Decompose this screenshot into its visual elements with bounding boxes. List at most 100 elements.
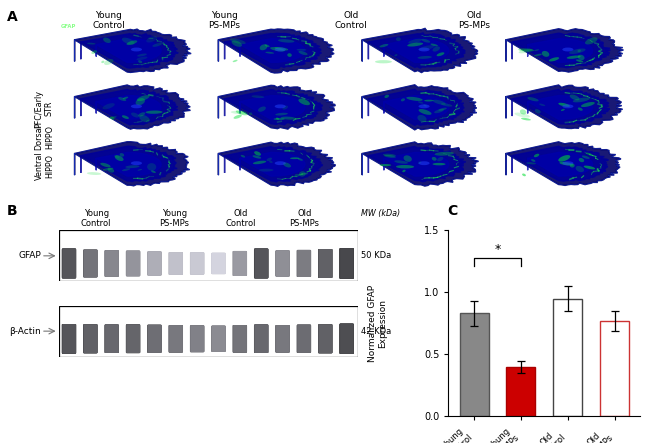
Text: Old
Control: Old Control — [226, 209, 255, 229]
FancyBboxPatch shape — [190, 253, 204, 274]
Ellipse shape — [432, 163, 445, 165]
FancyBboxPatch shape — [340, 324, 354, 354]
FancyBboxPatch shape — [190, 326, 204, 352]
FancyBboxPatch shape — [62, 324, 76, 354]
Ellipse shape — [146, 110, 162, 114]
Ellipse shape — [258, 106, 266, 112]
FancyBboxPatch shape — [318, 324, 332, 353]
FancyBboxPatch shape — [339, 324, 353, 354]
Ellipse shape — [233, 115, 242, 119]
FancyBboxPatch shape — [84, 250, 98, 277]
Polygon shape — [369, 33, 465, 68]
FancyBboxPatch shape — [297, 250, 311, 277]
FancyBboxPatch shape — [276, 251, 289, 276]
FancyBboxPatch shape — [297, 325, 311, 353]
FancyBboxPatch shape — [340, 324, 354, 354]
Ellipse shape — [122, 38, 135, 45]
FancyBboxPatch shape — [340, 248, 354, 279]
FancyBboxPatch shape — [62, 249, 76, 278]
FancyBboxPatch shape — [84, 324, 98, 353]
Ellipse shape — [122, 115, 129, 119]
FancyBboxPatch shape — [105, 325, 119, 353]
Ellipse shape — [384, 155, 396, 158]
FancyBboxPatch shape — [211, 253, 225, 274]
Ellipse shape — [573, 97, 590, 102]
FancyBboxPatch shape — [276, 325, 289, 353]
FancyBboxPatch shape — [105, 250, 118, 276]
FancyBboxPatch shape — [340, 324, 354, 354]
FancyBboxPatch shape — [298, 325, 311, 353]
FancyBboxPatch shape — [148, 252, 161, 275]
Polygon shape — [75, 29, 191, 72]
FancyBboxPatch shape — [318, 249, 332, 278]
Text: β-Actin: β-Actin — [9, 326, 41, 336]
FancyBboxPatch shape — [255, 325, 268, 353]
Ellipse shape — [254, 151, 261, 156]
FancyBboxPatch shape — [169, 325, 183, 353]
FancyBboxPatch shape — [169, 252, 183, 275]
FancyBboxPatch shape — [105, 250, 119, 276]
Ellipse shape — [283, 105, 288, 109]
Ellipse shape — [418, 161, 421, 164]
FancyBboxPatch shape — [318, 249, 332, 278]
FancyBboxPatch shape — [297, 325, 311, 353]
FancyBboxPatch shape — [190, 326, 204, 352]
Ellipse shape — [569, 94, 580, 101]
FancyBboxPatch shape — [276, 251, 289, 276]
FancyBboxPatch shape — [148, 325, 161, 353]
Polygon shape — [225, 33, 322, 69]
Ellipse shape — [123, 97, 128, 99]
Ellipse shape — [252, 95, 265, 98]
Ellipse shape — [585, 37, 597, 44]
FancyBboxPatch shape — [318, 324, 332, 353]
FancyBboxPatch shape — [169, 252, 183, 275]
Ellipse shape — [240, 155, 245, 158]
FancyBboxPatch shape — [84, 250, 98, 277]
Ellipse shape — [266, 158, 272, 161]
Ellipse shape — [259, 169, 274, 171]
FancyBboxPatch shape — [126, 325, 140, 353]
Ellipse shape — [423, 105, 427, 107]
FancyBboxPatch shape — [297, 325, 311, 353]
FancyBboxPatch shape — [126, 251, 140, 276]
Ellipse shape — [274, 118, 285, 120]
FancyBboxPatch shape — [190, 326, 204, 352]
FancyBboxPatch shape — [298, 250, 311, 277]
FancyBboxPatch shape — [254, 325, 268, 353]
FancyBboxPatch shape — [83, 250, 98, 277]
FancyBboxPatch shape — [233, 251, 246, 276]
FancyBboxPatch shape — [340, 248, 354, 279]
FancyBboxPatch shape — [168, 252, 182, 275]
FancyBboxPatch shape — [83, 324, 98, 353]
Ellipse shape — [433, 100, 446, 105]
FancyBboxPatch shape — [233, 325, 247, 353]
FancyBboxPatch shape — [318, 249, 332, 278]
FancyBboxPatch shape — [126, 325, 140, 353]
FancyBboxPatch shape — [105, 325, 118, 353]
Ellipse shape — [152, 43, 162, 47]
FancyBboxPatch shape — [233, 325, 247, 353]
Polygon shape — [240, 152, 305, 176]
FancyBboxPatch shape — [233, 251, 247, 276]
Ellipse shape — [290, 157, 300, 159]
FancyBboxPatch shape — [84, 250, 98, 277]
Ellipse shape — [396, 37, 401, 41]
FancyBboxPatch shape — [62, 249, 76, 278]
FancyBboxPatch shape — [126, 251, 140, 276]
FancyBboxPatch shape — [190, 253, 204, 274]
FancyBboxPatch shape — [318, 249, 333, 278]
FancyBboxPatch shape — [212, 253, 226, 274]
Text: GFAP: GFAP — [61, 24, 77, 29]
FancyBboxPatch shape — [127, 325, 140, 353]
FancyBboxPatch shape — [211, 326, 226, 352]
FancyBboxPatch shape — [190, 326, 203, 352]
FancyBboxPatch shape — [318, 324, 332, 353]
FancyBboxPatch shape — [318, 324, 333, 353]
FancyBboxPatch shape — [233, 325, 247, 353]
Ellipse shape — [535, 109, 541, 113]
Polygon shape — [369, 89, 464, 125]
Polygon shape — [240, 96, 305, 119]
FancyBboxPatch shape — [62, 324, 75, 354]
FancyBboxPatch shape — [62, 249, 75, 278]
FancyBboxPatch shape — [105, 250, 118, 276]
